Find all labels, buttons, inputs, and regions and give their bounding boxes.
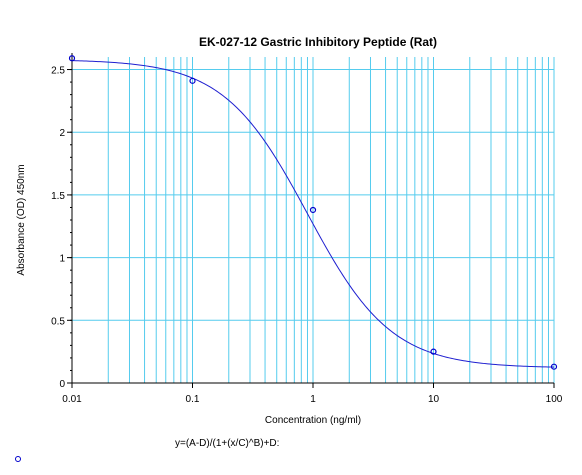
legend-marker-icon — [15, 456, 21, 462]
y-tick-label: 0.5 — [51, 316, 65, 327]
y-axis-label: Absorbance (OD) 450nm — [16, 164, 27, 275]
y-tick-label: 1 — [59, 254, 65, 265]
data-point — [309, 206, 317, 214]
x-tick-label: 0.01 — [62, 394, 82, 405]
y-tick-label: 1.5 — [51, 191, 65, 202]
x-tick-label: 1 — [310, 394, 316, 405]
y-tick-label: 2 — [59, 128, 65, 139]
fit-curve — [71, 60, 555, 368]
grid — [71, 57, 555, 384]
axes: 0 0.5 1 1.5 2 2.5 0.01 0.1 1 10 100 — [51, 53, 563, 405]
x-axis-label: Concentration (ng/ml) — [265, 415, 361, 426]
x-tick-label: 100 — [546, 394, 563, 405]
y-tick-label: 0 — [59, 379, 65, 390]
x-tick-label: 0.1 — [186, 394, 200, 405]
data-point — [68, 55, 76, 62]
x-tick-label: 10 — [428, 394, 440, 405]
fit-line — [71, 60, 555, 368]
fit-formula: y=(A-D)/(1+(x/C)^B)+D: — [175, 438, 279, 449]
data-point — [550, 363, 558, 370]
data-points — [68, 55, 558, 370]
chart-title: EK-027-12 Gastric Inhibitory Peptide (Ra… — [199, 35, 437, 49]
data-point — [189, 77, 196, 84]
data-point — [430, 348, 437, 355]
y-tick-label: 2.5 — [51, 66, 65, 77]
